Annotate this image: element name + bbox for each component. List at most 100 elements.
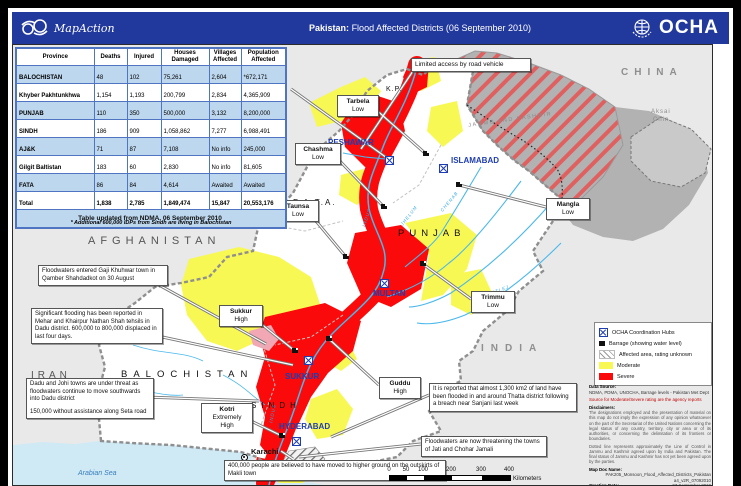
table-cell: 60 (126, 155, 162, 174)
flood-stats-table: Province Deaths Injured Houses Damaged V… (15, 47, 287, 229)
table-cell: No info (208, 137, 242, 156)
ocha-logo: OCHA (630, 16, 719, 40)
legend-label: Affected area, rating unknown (619, 351, 692, 358)
table-cell: 3,132 (208, 101, 242, 120)
table-cell: 20,553,176 (240, 191, 287, 210)
table-cell: 1,154 (93, 83, 128, 102)
table-cell: 87 (126, 137, 162, 156)
annotation-mehar-kns: Significant flooding has been reported i… (31, 308, 163, 344)
table-cell: 1,849,474 (160, 191, 210, 210)
barrage-icon-guddu (326, 336, 332, 341)
annotation-thatta: It is reported that almost 1,300 km2 of … (429, 383, 577, 412)
table-cell: 350 (126, 101, 162, 120)
table-cell: 183 (93, 155, 128, 174)
table-cell: 84 (126, 173, 162, 192)
pakistan-shape (97, 59, 561, 475)
barrage-name: Mangla (556, 201, 580, 208)
city-label-peshawar: PESHAWAR (328, 138, 374, 147)
callout-taunsa: Taunsa Low (277, 200, 319, 223)
legend-label: OCHA Coordination Hubs (612, 329, 675, 336)
callout-chashma: Chashma Low (295, 143, 341, 166)
table-cell: 110 (93, 101, 128, 120)
callout-sukkur: Sukkur High (219, 305, 263, 328)
legend-label: Barrage (showing water level) (609, 340, 682, 347)
col-header: Injured (126, 47, 162, 66)
table-row: Gilgit Baltistan 183 60 2,830 No info 81… (15, 155, 287, 174)
table-cell: 2,830 (160, 155, 210, 174)
legend-item-barrage: Barrage (showing water level) (599, 338, 707, 349)
city-label-sukkur: SUKKUR (285, 372, 320, 381)
table-row: SINDH 186 909 1,058,862 7,277 6,988,491 (15, 119, 287, 138)
col-header: Population Affected (240, 47, 287, 66)
legend-item-unknown: Affected area, rating unknown (599, 349, 707, 360)
scale-unit: Kilometers (513, 476, 542, 482)
aksai-chin-shape (630, 116, 712, 188)
table-cell: 7,277 (208, 119, 242, 138)
annotation-text-2: 150,000 without assistance along Seta ro… (30, 408, 147, 415)
col-header: Deaths (93, 47, 128, 66)
barrage-name: Trimmu (481, 294, 505, 301)
creation-value: 07 September 2010 (672, 483, 711, 486)
brand-label: MapAction (54, 21, 115, 35)
table-header-row: Province Deaths Injured Houses Damaged V… (15, 47, 287, 66)
table-cell: *672,171 (240, 65, 287, 84)
region-label-kp: K.P. (386, 86, 403, 93)
title-country: Pakistan: (309, 23, 350, 33)
barrage-name: Tarbela (346, 98, 370, 105)
table-row: BALOCHISTAN 48 102 75,261 2,604 *672,171 (15, 65, 287, 84)
table-cell: 245,000 (240, 137, 287, 156)
callout-tarbela: Tarbela Low (337, 95, 379, 118)
page-title: Pakistan: Flood Affected Districts (06 S… (210, 23, 630, 33)
table-cell: 75,261 (160, 65, 210, 84)
col-header: Province (15, 47, 95, 66)
mapaction-bird-icon (21, 19, 48, 36)
table-cell: No info (208, 155, 242, 174)
mapaction-logo: MapAction (20, 17, 210, 39)
table-cell: AJ&K (15, 137, 95, 156)
hub-icon-islamabad (439, 164, 448, 173)
scale-tick: 200 (445, 467, 457, 473)
hatch-legend-swatch (599, 350, 615, 359)
un-globe-icon (632, 19, 652, 38)
barrage-icon-mangla (456, 182, 462, 187)
title-rest: Flood Affected Districts (06 September 2… (349, 23, 531, 33)
barrage-level: Low (487, 302, 499, 310)
hub-icon-sukkur (304, 356, 313, 365)
city-label-islamabad: ISLAMABAD (451, 156, 499, 165)
scale-tick: 300 (475, 467, 487, 473)
table-row-total: Total 1,838 2,785 1,849,474 15,847 20,55… (15, 191, 287, 210)
barrage-name: Chashma (303, 146, 333, 153)
barrage-level: High (234, 316, 248, 324)
country-label-china: CHINA (621, 67, 683, 78)
table-row: AJ&K 71 87 7,108 No info 245,000 (15, 137, 287, 156)
table-cell: Awaited (240, 173, 287, 192)
barrage-icon-taunsa (343, 254, 349, 259)
barrage-level: Low (292, 211, 304, 219)
table-row: FATA 86 84 4,614 Awaited Awaited (15, 173, 287, 192)
table-cell: Khyber Pakhtunkhwa (15, 83, 95, 102)
data-source-value: NDMA, PDMA, UNOCHA, Barrage levels - Pak… (589, 389, 709, 395)
table-cell: 186 (93, 119, 128, 138)
barrage-legend-icon (599, 341, 605, 346)
hub-icon-peshawar (385, 156, 394, 165)
scale-tick: 400 (503, 467, 515, 473)
table-cell: 4,365,909 (240, 83, 287, 102)
severe-legend-swatch (599, 373, 613, 380)
barrage-icon-trimmu (420, 261, 426, 266)
disclaimer-2: Dotted line represents approximately the… (589, 443, 711, 465)
map-sheet: MapAction Pakistan: Flood Affected Distr… (8, 8, 733, 486)
city-label-karachi: Karachi (251, 447, 279, 456)
table-cell: BALOCHISTAN (15, 65, 95, 84)
moderate-legend-swatch (599, 362, 613, 369)
table-cell: 102 (126, 65, 162, 84)
table-cell: Gilgit Baltistan (15, 155, 95, 174)
scale-bar: 0 50 100 200 300 400 Kilometers (387, 467, 569, 482)
annotation-limited-access: Limited access by road vehicle (411, 58, 531, 73)
table-cell: FATA (15, 173, 95, 192)
barrage-name: Taunsa (286, 203, 310, 210)
legend-item-moderate: Moderate (599, 360, 707, 371)
region-label-sindh: SINDH (251, 401, 301, 410)
legend-item-hubs: OCHA Coordination Hubs (599, 327, 707, 338)
col-header: Villages Affected (208, 47, 242, 66)
table-footnote-row: * Additional 600,000 IDPs from Sindh are… (15, 209, 287, 229)
